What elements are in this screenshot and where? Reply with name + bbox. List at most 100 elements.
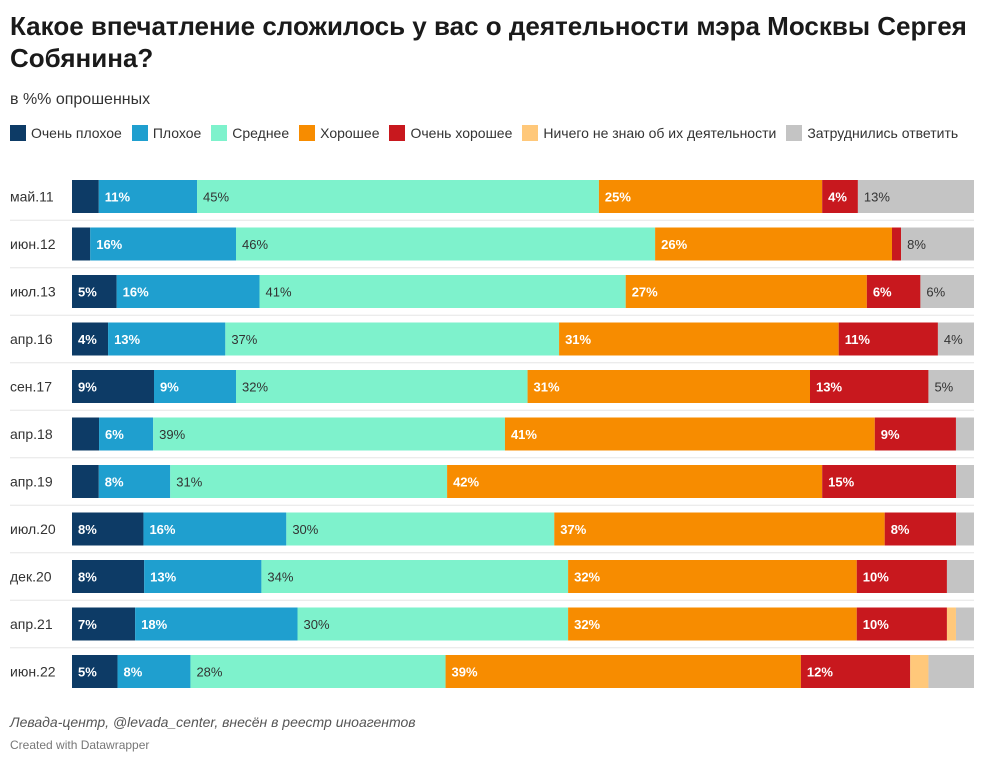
data-label: 16% — [123, 285, 149, 300]
bar-segment — [72, 607, 136, 641]
row-label: апр.16 — [10, 331, 53, 347]
data-label: 15% — [828, 475, 854, 490]
chart-title: Какое впечатление сложилось у вас о деят… — [10, 11, 967, 73]
data-label: 8% — [891, 522, 910, 537]
bar-segment — [297, 607, 569, 641]
bar-segment — [259, 275, 626, 308]
bar-segment — [72, 512, 144, 546]
data-label: 4% — [828, 190, 847, 205]
legend-item: Затруднились ответить — [786, 125, 958, 141]
data-label: 37% — [231, 332, 257, 347]
row-label: сен.17 — [10, 379, 52, 395]
bar-segment — [956, 512, 974, 546]
bar-segment — [72, 560, 145, 593]
legend-swatch — [131, 125, 148, 141]
bar-segment — [625, 275, 867, 308]
legend-item: Плохое — [131, 125, 202, 141]
data-label: 31% — [565, 332, 591, 347]
row-label: июл.13 — [10, 284, 56, 300]
data-label: 8% — [907, 237, 926, 252]
data-label: 39% — [159, 427, 185, 442]
data-label: 25% — [605, 190, 631, 205]
bar-segment — [554, 512, 885, 546]
credit-link[interactable]: Created with Datawrapper — [10, 738, 150, 752]
data-label: 46% — [242, 237, 268, 252]
row-label: июн.22 — [10, 664, 56, 680]
bar-segment — [866, 275, 921, 308]
data-label: 32% — [574, 570, 600, 585]
bar-segment — [72, 465, 99, 498]
legend-item: Хорошее — [299, 125, 379, 141]
legend-item: Среднее — [211, 125, 289, 141]
bar-segment — [72, 227, 91, 261]
bar-segment — [445, 655, 801, 688]
data-label: 13% — [114, 332, 140, 347]
data-label: 10% — [863, 570, 889, 585]
data-label: 4% — [944, 332, 963, 347]
legend: Очень плохое Плохое Среднее Хорошее Очень хо… — [10, 122, 974, 144]
data-label: 6% — [926, 285, 945, 300]
data-label: 41% — [266, 285, 292, 300]
data-label: 9% — [160, 380, 179, 395]
data-label: 39% — [452, 665, 478, 680]
bar-segment — [72, 322, 109, 356]
data-label: 4% — [78, 332, 97, 347]
bar-segment — [286, 512, 555, 546]
bar-segment — [946, 607, 956, 641]
bar-segment — [822, 465, 957, 498]
data-label: 16% — [96, 237, 122, 252]
legend-label: Очень плохое — [31, 125, 122, 141]
bar-segment — [117, 655, 191, 688]
data-label: 13% — [864, 190, 890, 205]
bar-segment — [197, 180, 599, 213]
legend-label: Ничего не знаю об их деятельности — [543, 125, 777, 141]
legend-label: Плохое — [152, 125, 202, 141]
legend-label: Затруднились ответить — [807, 125, 959, 141]
data-label: 6% — [105, 427, 124, 442]
row-label: апр.21 — [10, 616, 53, 632]
data-label: 10% — [863, 617, 889, 632]
bar-segment — [568, 560, 857, 593]
bar-segment — [559, 322, 839, 356]
bar-segment — [236, 227, 656, 261]
bar-segment — [190, 655, 446, 688]
data-label: 31% — [534, 380, 560, 395]
data-label: 16% — [149, 522, 175, 537]
legend-swatch — [211, 125, 228, 141]
data-label: 32% — [242, 380, 268, 395]
bar-segment — [910, 655, 929, 688]
data-label: 13% — [150, 570, 176, 585]
bar-segment — [261, 560, 569, 593]
bar-segment — [857, 180, 974, 213]
data-label: 18% — [141, 617, 167, 632]
bar-segment — [143, 512, 287, 546]
bar-segment — [928, 370, 974, 403]
legend-item: Ничего не знаю об их деятельности — [522, 125, 776, 141]
row-label: апр.18 — [10, 426, 53, 442]
bar-segment — [920, 275, 974, 308]
data-label: 42% — [453, 475, 479, 490]
row-label: дек.20 — [10, 569, 52, 585]
legend-label: Хорошее — [320, 125, 380, 141]
bar-segment — [72, 180, 99, 213]
source-note: Левада-центр, @levada_center, внесён в р… — [10, 714, 416, 730]
data-label: 32% — [574, 617, 600, 632]
bar-segment — [154, 370, 236, 403]
data-label: 6% — [873, 285, 892, 300]
legend-swatch — [786, 125, 803, 141]
bar-segment — [955, 417, 974, 451]
bar-segment — [447, 465, 823, 498]
bar-segment — [72, 370, 154, 403]
bar-segment — [956, 465, 974, 498]
bar-segment — [236, 370, 528, 403]
bar-segment — [810, 370, 929, 403]
legend-swatch — [299, 125, 316, 141]
legend-label: Очень хорошее — [410, 125, 513, 141]
bar-segment — [856, 607, 947, 641]
bar-segment — [892, 227, 902, 261]
bar-segment — [838, 322, 938, 356]
bar-segment — [800, 655, 911, 688]
bar-segment — [98, 465, 171, 498]
data-label: 5% — [934, 380, 953, 395]
data-label: 13% — [816, 380, 842, 395]
